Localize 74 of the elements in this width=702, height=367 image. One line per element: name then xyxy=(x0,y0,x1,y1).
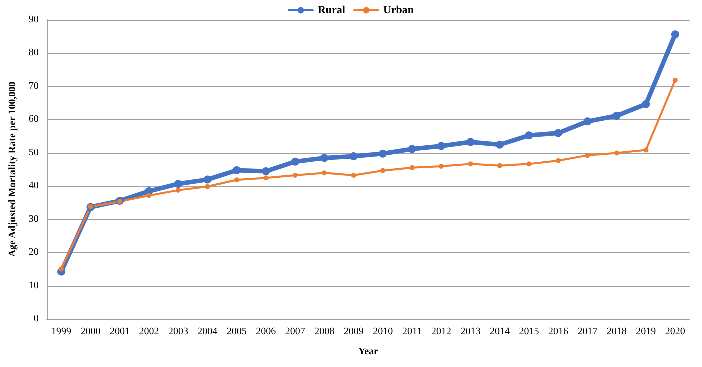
point xyxy=(496,140,504,149)
point xyxy=(350,152,358,161)
y-tick-label: 80 xyxy=(28,48,39,59)
point xyxy=(498,163,502,168)
x-tick-label: 2016 xyxy=(548,326,568,338)
point xyxy=(526,162,532,167)
point xyxy=(468,162,474,167)
point xyxy=(672,78,678,83)
x-tick-label: 2012 xyxy=(432,326,452,338)
y-tick-label: 50 xyxy=(28,147,39,158)
point xyxy=(525,132,534,140)
x-tick-label: 2001 xyxy=(110,326,130,338)
point xyxy=(556,158,561,164)
x-tick-label: 2002 xyxy=(139,326,160,338)
x-tick-label: 2008 xyxy=(314,326,335,338)
point xyxy=(176,188,181,193)
point xyxy=(410,165,415,170)
point xyxy=(614,150,620,156)
y-tick-label: 40 xyxy=(28,180,39,192)
x-tick-label: 2018 xyxy=(606,326,627,338)
point xyxy=(439,164,444,170)
point xyxy=(204,176,212,184)
y-tick-label: 20 xyxy=(28,247,39,258)
point xyxy=(671,30,680,39)
y-tick-label: 30 xyxy=(28,214,39,225)
point xyxy=(380,168,386,174)
point xyxy=(146,193,152,198)
point xyxy=(585,153,590,158)
point xyxy=(291,158,300,166)
point xyxy=(466,138,475,146)
x-axis-title: Year xyxy=(358,346,379,358)
point xyxy=(612,112,621,120)
x-tick-label: 2019 xyxy=(636,326,656,338)
point xyxy=(379,150,388,158)
point xyxy=(584,118,592,126)
point xyxy=(232,166,241,174)
x-tick-label: 2009 xyxy=(344,326,364,338)
legend-label: Rural xyxy=(318,4,346,16)
x-tick-label: 2000 xyxy=(80,326,101,338)
y-tick-label: 90 xyxy=(28,14,39,26)
x-tick-label: 2007 xyxy=(285,326,306,338)
x-tick-label: 2015 xyxy=(519,326,540,338)
point xyxy=(174,180,182,188)
point xyxy=(234,178,240,183)
point xyxy=(408,145,416,154)
point xyxy=(292,172,298,178)
x-tick-label: 2011 xyxy=(402,326,422,338)
point xyxy=(438,142,446,150)
point xyxy=(322,170,328,176)
x-tick-label: 2013 xyxy=(460,326,481,338)
x-tick-label: 2003 xyxy=(168,326,188,338)
point xyxy=(262,167,270,176)
x-tick-label: 2004 xyxy=(198,326,218,338)
point xyxy=(264,176,269,181)
x-tick-label: 2017 xyxy=(578,326,598,338)
x-tick-label: 2005 xyxy=(226,326,247,338)
y-tick-label: 10 xyxy=(28,280,39,292)
point xyxy=(205,184,210,190)
point xyxy=(642,100,650,108)
x-tick-label: 2010 xyxy=(373,326,394,338)
point xyxy=(351,172,356,178)
point xyxy=(320,154,329,162)
x-tick-label: 1999 xyxy=(52,326,72,338)
x-tick-label: 2014 xyxy=(490,326,510,338)
y-tick-label: 60 xyxy=(28,114,39,126)
y-axis-title: Age Adjusted Mortality Rate per 100,000 xyxy=(8,82,18,258)
point xyxy=(554,129,562,138)
x-tick-label: 2006 xyxy=(256,326,276,338)
y-tick-label: 0 xyxy=(34,314,39,324)
x-tick-label: 2020 xyxy=(665,326,686,338)
y-tick-label: 70 xyxy=(28,80,39,92)
point xyxy=(644,148,649,153)
legend-label: Urban xyxy=(383,4,414,16)
point xyxy=(59,266,64,272)
